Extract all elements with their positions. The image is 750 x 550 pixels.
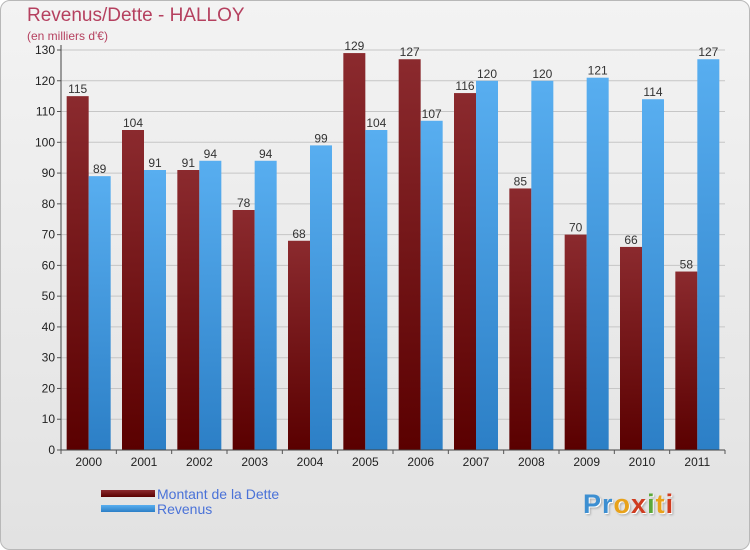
logo-letter: i xyxy=(665,489,675,519)
bar-revenue-2008 xyxy=(531,80,554,451)
bar-revenue-2000 xyxy=(88,176,111,450)
data-label-revenue-2006: 107 xyxy=(422,107,442,121)
logo-letter: r xyxy=(602,489,614,519)
bar-revenue-2003 xyxy=(254,160,277,450)
y-tick-label: 20 xyxy=(42,381,56,395)
x-tick-label: 2001 xyxy=(131,455,158,469)
data-label-debt-2006: 127 xyxy=(400,45,420,59)
bar-revenue-2010 xyxy=(642,99,664,450)
bar-revenue-2009 xyxy=(586,77,609,450)
bar-debt-2003 xyxy=(232,210,255,450)
data-label-debt-2004: 68 xyxy=(292,227,306,241)
x-tick-label: 2007 xyxy=(463,455,490,469)
logo-letter: P xyxy=(583,489,603,519)
legend-label-revenue: Revenus xyxy=(157,500,213,517)
data-label-revenue-2001: 91 xyxy=(148,156,162,170)
data-label-revenue-2000: 89 xyxy=(93,162,107,176)
logo-letter: i xyxy=(647,489,656,519)
data-label-revenue-2007: 120 xyxy=(477,67,497,81)
bar-revenue-2006 xyxy=(420,120,443,451)
bar-debt-2011 xyxy=(675,271,698,450)
data-label-revenue-2008: 120 xyxy=(532,67,552,81)
bar-debt-2010 xyxy=(620,246,642,450)
y-tick-label: 40 xyxy=(42,320,56,334)
y-tick-label: 10 xyxy=(42,412,56,426)
y-tick-label: 130 xyxy=(35,43,55,57)
data-label-debt-2008: 85 xyxy=(514,174,528,188)
data-label-debt-2007: 116 xyxy=(455,79,474,93)
y-tick-label: 0 xyxy=(48,443,55,457)
legend-item-revenue: Revenus xyxy=(101,500,279,517)
legend-swatch-revenue xyxy=(101,505,155,512)
bar-debt-2006 xyxy=(398,59,421,450)
x-tick-label: 2004 xyxy=(297,455,324,469)
axes: 0 10 20 30 40 50 60 70 80 90 100 110 120 130 2000 2001 2… xyxy=(35,43,726,469)
x-tick-label: 2003 xyxy=(241,455,268,469)
data-label-revenue-2011: 127 xyxy=(698,45,718,59)
data-label-revenue-2005: 104 xyxy=(366,116,386,130)
x-tick-label: 2009 xyxy=(573,455,600,469)
y-tick-label: 100 xyxy=(35,135,55,149)
x-tick-label: 2008 xyxy=(518,455,545,469)
bar-debt-2000 xyxy=(66,96,89,451)
y-tick-label: 30 xyxy=(42,351,56,365)
legend-item-debt: Montant de la Dette xyxy=(101,485,280,502)
data-label-revenue-2002: 94 xyxy=(204,147,218,161)
proxiti-logo: Proxiti xyxy=(583,489,674,520)
bars xyxy=(66,53,720,451)
bar-debt-2004 xyxy=(288,240,310,450)
legend-label-debt: Montant de la Dette xyxy=(157,485,280,502)
bar-debt-2007 xyxy=(454,93,476,451)
x-tick-label: 2011 xyxy=(684,455,710,469)
x-tick-label: 2002 xyxy=(186,455,213,469)
data-label-revenue-2003: 94 xyxy=(259,147,273,161)
x-tick-label: 2000 xyxy=(75,455,102,469)
bar-revenue-2007 xyxy=(476,80,498,451)
bar-debt-2002 xyxy=(177,170,200,450)
data-label-debt-2011: 58 xyxy=(680,258,694,272)
y-tick-label: 50 xyxy=(42,289,56,303)
chart-subtitle: (en milliers d'€) xyxy=(27,29,108,43)
bar-revenue-2001 xyxy=(144,170,166,450)
logo-letter: x xyxy=(631,489,648,519)
y-tick-label: 60 xyxy=(42,258,56,272)
data-label-debt-2002: 91 xyxy=(182,156,196,170)
data-label-revenue-2004: 99 xyxy=(314,131,328,145)
y-tick-label: 110 xyxy=(36,105,55,119)
data-label-debt-2010: 66 xyxy=(624,233,638,247)
data-label-revenue-2009: 121 xyxy=(588,64,608,78)
grid-lines xyxy=(61,49,725,420)
y-tick-label: 80 xyxy=(42,197,56,211)
logo-letter: o xyxy=(613,489,632,519)
bar-revenue-2011 xyxy=(697,59,720,450)
chart-title: Revenus/Dette - HALLOY xyxy=(27,5,245,26)
x-tick-label: 2005 xyxy=(352,455,379,469)
bar-revenue-2005 xyxy=(365,130,388,450)
bar-debt-2001 xyxy=(122,130,144,450)
logo-letter: t xyxy=(655,489,666,519)
data-label-debt-2003: 78 xyxy=(237,196,251,210)
legend: Montant de la Dette Revenus xyxy=(101,485,280,517)
y-tick-label: 90 xyxy=(42,166,56,180)
data-label-revenue-2010: 114 xyxy=(643,85,662,99)
x-tick-label: 2006 xyxy=(407,455,434,469)
bar-revenue-2002 xyxy=(199,160,222,450)
data-label-debt-2001: 104 xyxy=(123,116,143,130)
x-tick-label: 2010 xyxy=(629,455,656,469)
data-label-debt-2005: 129 xyxy=(344,39,364,53)
data-label-debt-2000: 115 xyxy=(68,82,87,96)
data-label-debt-2009: 70 xyxy=(569,221,583,235)
bar-debt-2008 xyxy=(509,188,532,450)
bar-debt-2005 xyxy=(343,53,366,450)
bar-revenue-2004 xyxy=(310,145,332,450)
y-tick-label: 120 xyxy=(35,74,55,88)
legend-swatch-debt xyxy=(101,490,155,497)
y-tick-label: 70 xyxy=(42,228,56,242)
bar-debt-2009 xyxy=(564,234,587,450)
